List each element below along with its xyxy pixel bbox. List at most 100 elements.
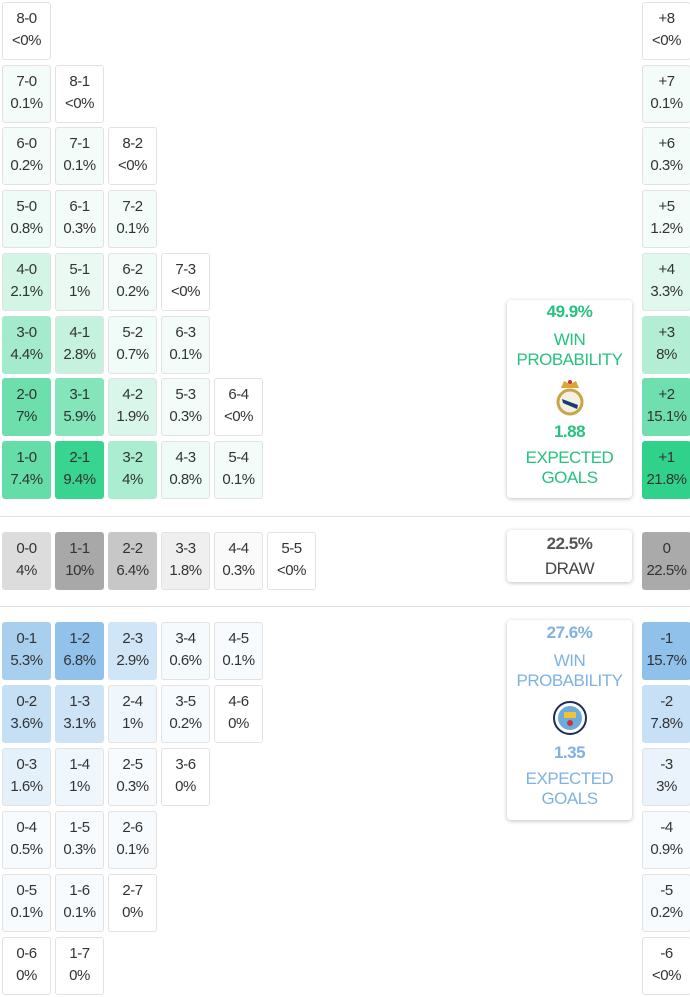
- home-win-score-cell: 6-2 0.2%: [108, 252, 157, 311]
- probability-label: <0%: [171, 282, 200, 300]
- home-margin-cell: +1 21.8%: [642, 440, 690, 499]
- home-margin-cell: +4 3.3%: [642, 252, 690, 311]
- away-win-score-cell: 2-4 1%: [108, 685, 157, 743]
- score-label: 5-1: [69, 260, 90, 278]
- score-label: 6-2: [122, 260, 143, 278]
- probability-label: 0.9%: [650, 841, 683, 858]
- away-margin-cell: -4 0.9%: [642, 811, 690, 869]
- probability-label: 2.9%: [116, 652, 149, 669]
- probability-label: 4%: [122, 470, 143, 488]
- away-win-score-cell: 1-2 6.8%: [55, 622, 104, 680]
- home-win-score-cell: 6-4 <0%: [214, 378, 263, 437]
- score-label: +4: [658, 260, 675, 278]
- score-label: 2-0: [16, 386, 37, 404]
- probability-label: 1%: [69, 778, 90, 795]
- xg-label: EXPECTED: [525, 769, 614, 788]
- away-win-score-cell: 2-3 2.9%: [108, 622, 157, 680]
- probability-label: 1.2%: [650, 220, 683, 238]
- probability-label: 0.3%: [222, 562, 255, 579]
- home-win-score-cell: 7-2 0.1%: [108, 190, 157, 249]
- divider: [0, 606, 690, 607]
- probability-label: 0.3%: [169, 408, 202, 426]
- score-label: +1: [658, 448, 675, 466]
- away-win-score-cell: 4-5 0.1%: [214, 622, 263, 680]
- score-label: 1-7: [69, 945, 90, 962]
- probability-label: 6.4%: [116, 562, 149, 579]
- probability-label: 0.1%: [10, 94, 43, 112]
- score-label: +2: [658, 386, 675, 404]
- home-win-score-cell: 8-2 <0%: [108, 127, 157, 186]
- home-win-score-cell: 5-3 0.3%: [161, 378, 210, 437]
- away-win-score-cell: 0-4 0.5%: [2, 811, 51, 869]
- probability-label: 3%: [656, 778, 677, 795]
- real-madrid-crest-icon: [553, 378, 587, 416]
- home-win-score-cell: 3-1 5.9%: [55, 378, 104, 437]
- away-win-score-cell: 3-4 0.6%: [161, 622, 210, 680]
- home-win-score-cell: 4-2 1.9%: [108, 378, 157, 437]
- score-label: +7: [658, 72, 675, 90]
- probability-label: 0.6%: [169, 652, 202, 669]
- probability-label: 2.1%: [10, 282, 43, 300]
- home-win-score-cell: 6-1 0.3%: [55, 190, 104, 249]
- draw-score-cell: 4-4 0.3%: [214, 532, 263, 590]
- away-win-score-cell: 4-6 0%: [214, 685, 263, 743]
- score-label: 2-6: [122, 819, 143, 836]
- away-win-score-cell: 2-5 0.3%: [108, 748, 157, 806]
- home-win-score-cell: 3-0 4.4%: [2, 315, 51, 374]
- draw-score-cell: 1-1 10%: [55, 532, 104, 590]
- probability-label: 0%: [175, 778, 196, 795]
- probability-label: 0.8%: [10, 220, 43, 238]
- home-xg: 1.88: [553, 422, 586, 441]
- probability-label: 0%: [122, 904, 143, 921]
- score-label: 3-6: [175, 756, 196, 773]
- score-label: 4-0: [16, 260, 37, 278]
- score-label: +3: [658, 323, 675, 341]
- home-win-score-cell: 7-1 0.1%: [55, 127, 104, 186]
- score-label: 2-5: [122, 756, 143, 773]
- probability-label: 0.8%: [169, 470, 202, 488]
- away-win-score-cell: 1-7 0%: [55, 937, 104, 995]
- score-label: -5: [660, 882, 673, 899]
- probability-label: 0.2%: [10, 157, 43, 175]
- away-win-score-cell: 1-5 0.3%: [55, 811, 104, 869]
- probability-label: 15.1%: [646, 408, 687, 426]
- score-label: 0-3: [16, 756, 37, 773]
- away-margin-cell: -2 7.8%: [642, 685, 690, 743]
- home-win-score-cell: 5-0 0.8%: [2, 190, 51, 249]
- score-label: 6-0: [16, 135, 37, 153]
- probability-label: 5.9%: [63, 408, 96, 426]
- away-win-score-cell: 3-5 0.2%: [161, 685, 210, 743]
- score-label: 1-3: [69, 693, 90, 710]
- score-label: 6-1: [69, 198, 90, 216]
- probability-label: 9.4%: [63, 470, 96, 488]
- probability-label: 0%: [16, 967, 37, 984]
- draw-score-cell: 5-5 <0%: [267, 532, 316, 590]
- draw-card: 22.5% DRAW: [507, 530, 632, 582]
- home-margin-cell: +7 0.1%: [642, 64, 690, 123]
- score-label: 1-1: [69, 540, 90, 557]
- score-label: +8: [658, 10, 675, 27]
- probability-label: 8%: [656, 345, 677, 363]
- score-label: +5: [658, 198, 675, 216]
- score-label: 0-4: [16, 819, 37, 836]
- draw-score-cell: 2-2 6.4%: [108, 532, 157, 590]
- probability-label: 21.8%: [646, 470, 687, 488]
- score-label: 3-0: [16, 323, 37, 341]
- score-label: 1-2: [69, 630, 90, 647]
- score-label: 3-4: [175, 630, 196, 647]
- probability-label: 22.5%: [646, 562, 687, 579]
- probability-label: 0.3%: [63, 841, 96, 858]
- score-label: 8-0: [16, 10, 37, 27]
- away-win-score-cell: 3-6 0%: [161, 748, 210, 806]
- home-win-score-cell: 4-0 2.1%: [2, 252, 51, 311]
- score-label: 8-2: [122, 135, 143, 153]
- score-label: 4-3: [175, 448, 196, 466]
- probability-label: 0.3%: [650, 157, 683, 175]
- score-label: 3-3: [175, 540, 196, 557]
- score-label: 4-6: [228, 693, 249, 710]
- score-label: 0: [662, 540, 671, 557]
- score-label: 4-1: [69, 323, 90, 341]
- score-label: 7-3: [175, 260, 196, 278]
- home-win-score-cell: 8-0 <0%: [2, 2, 51, 60]
- score-label: 5-4: [228, 448, 249, 466]
